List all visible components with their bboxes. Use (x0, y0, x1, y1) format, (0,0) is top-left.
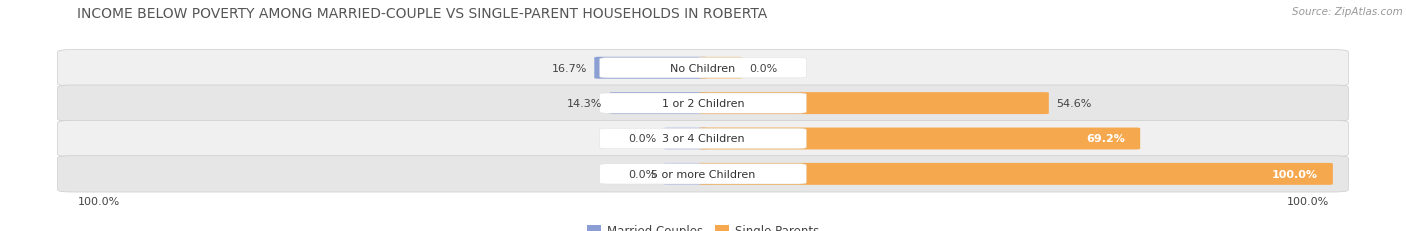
Text: 16.7%: 16.7% (553, 64, 588, 73)
FancyBboxPatch shape (599, 164, 807, 184)
FancyBboxPatch shape (599, 58, 807, 79)
FancyBboxPatch shape (699, 58, 742, 79)
Text: 5 or more Children: 5 or more Children (651, 169, 755, 179)
Text: 0.0%: 0.0% (628, 169, 657, 179)
Text: 14.3%: 14.3% (567, 99, 602, 109)
Text: 69.2%: 69.2% (1085, 134, 1125, 144)
Text: 100.0%: 100.0% (1286, 196, 1329, 206)
Text: 54.6%: 54.6% (1056, 99, 1091, 109)
FancyBboxPatch shape (664, 128, 707, 150)
FancyBboxPatch shape (599, 129, 807, 149)
Text: 100.0%: 100.0% (77, 196, 120, 206)
Text: INCOME BELOW POVERTY AMONG MARRIED-COUPLE VS SINGLE-PARENT HOUSEHOLDS IN ROBERTA: INCOME BELOW POVERTY AMONG MARRIED-COUPL… (77, 7, 768, 21)
Text: 1 or 2 Children: 1 or 2 Children (662, 99, 744, 109)
Text: No Children: No Children (671, 64, 735, 73)
Legend: Married Couples, Single Parents: Married Couples, Single Parents (586, 224, 820, 231)
FancyBboxPatch shape (699, 163, 1333, 185)
FancyBboxPatch shape (58, 156, 1348, 192)
Text: Source: ZipAtlas.com: Source: ZipAtlas.com (1292, 7, 1403, 17)
Text: 3 or 4 Children: 3 or 4 Children (662, 134, 744, 144)
FancyBboxPatch shape (699, 128, 1140, 150)
FancyBboxPatch shape (58, 121, 1348, 157)
FancyBboxPatch shape (599, 94, 807, 114)
Text: 0.0%: 0.0% (628, 134, 657, 144)
FancyBboxPatch shape (58, 50, 1348, 86)
FancyBboxPatch shape (664, 163, 707, 185)
FancyBboxPatch shape (699, 93, 1049, 115)
Text: 100.0%: 100.0% (1271, 169, 1317, 179)
FancyBboxPatch shape (58, 85, 1348, 122)
FancyBboxPatch shape (609, 93, 707, 115)
FancyBboxPatch shape (595, 58, 707, 79)
Text: 0.0%: 0.0% (749, 64, 778, 73)
